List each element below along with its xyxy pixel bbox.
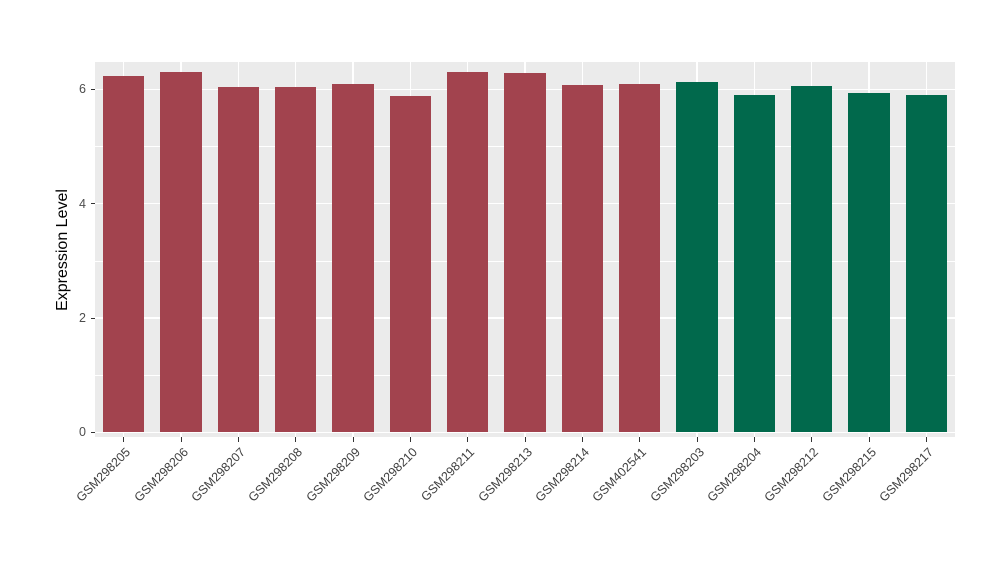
x-tick-label: GSM298215 xyxy=(819,445,879,505)
bar-GSM298205 xyxy=(103,75,145,433)
x-tick-mark xyxy=(581,437,583,442)
y-tick-mark xyxy=(90,88,95,90)
bar-GSM298208 xyxy=(275,87,317,433)
x-tick-label: GSM298210 xyxy=(360,445,421,505)
x-tick-mark xyxy=(524,437,526,442)
y-tick-mark xyxy=(90,431,95,433)
bar-GSM298204 xyxy=(733,94,775,433)
bar-GSM298215 xyxy=(848,92,890,433)
x-tick-label: GSM298206 xyxy=(131,445,191,505)
x-tick-label: GSM298214 xyxy=(532,445,593,505)
y-tick-label: 4 xyxy=(79,196,86,211)
y-tick-label: 0 xyxy=(79,425,86,440)
x-tick-label: GSM298207 xyxy=(188,445,249,505)
plot-panel xyxy=(95,62,955,437)
x-tick-label: GSM298208 xyxy=(246,445,306,505)
y-tick-mark xyxy=(90,203,95,205)
x-tick-mark xyxy=(925,437,927,442)
bar-GSM298212 xyxy=(791,86,833,433)
x-tick-label: GSM298217 xyxy=(876,445,937,505)
x-tick-label: GSM298213 xyxy=(475,445,535,505)
x-tick-label: GSM298205 xyxy=(74,445,134,505)
x-tick-mark xyxy=(409,437,411,442)
bar-GSM298210 xyxy=(389,96,431,433)
x-tick-label: GSM298212 xyxy=(762,445,822,505)
x-tick-mark xyxy=(639,437,641,442)
x-tick-label: GSM298203 xyxy=(647,445,707,505)
bar-GSM298206 xyxy=(160,72,202,433)
x-tick-mark xyxy=(467,437,469,442)
x-tick-label: GSM298211 xyxy=(418,445,478,504)
x-tick-mark xyxy=(753,437,755,442)
x-tick-mark xyxy=(811,437,813,442)
bar-GSM298211 xyxy=(447,71,489,433)
x-tick-label: GSM298209 xyxy=(303,445,363,505)
bar-GSM298213 xyxy=(504,72,546,433)
y-tick-mark xyxy=(90,317,95,319)
y-tick-label: 2 xyxy=(79,311,86,326)
x-tick-mark xyxy=(868,437,870,442)
x-tick-mark xyxy=(237,437,239,442)
bar-GSM298217 xyxy=(905,94,947,433)
bar-GSM298207 xyxy=(217,87,259,433)
x-tick-mark xyxy=(123,437,125,442)
x-tick-label: GSM402541 xyxy=(590,445,650,505)
x-tick-mark xyxy=(180,437,182,442)
bar-GSM298203 xyxy=(676,82,718,433)
bar-GSM298209 xyxy=(332,84,374,433)
x-tick-mark xyxy=(295,437,297,442)
bar-GSM298214 xyxy=(561,85,603,433)
x-tick-mark xyxy=(696,437,698,442)
y-tick-label: 6 xyxy=(79,82,86,97)
bar-GSM402541 xyxy=(619,83,661,433)
x-tick-label: GSM298204 xyxy=(704,445,765,505)
x-tick-mark xyxy=(352,437,354,442)
